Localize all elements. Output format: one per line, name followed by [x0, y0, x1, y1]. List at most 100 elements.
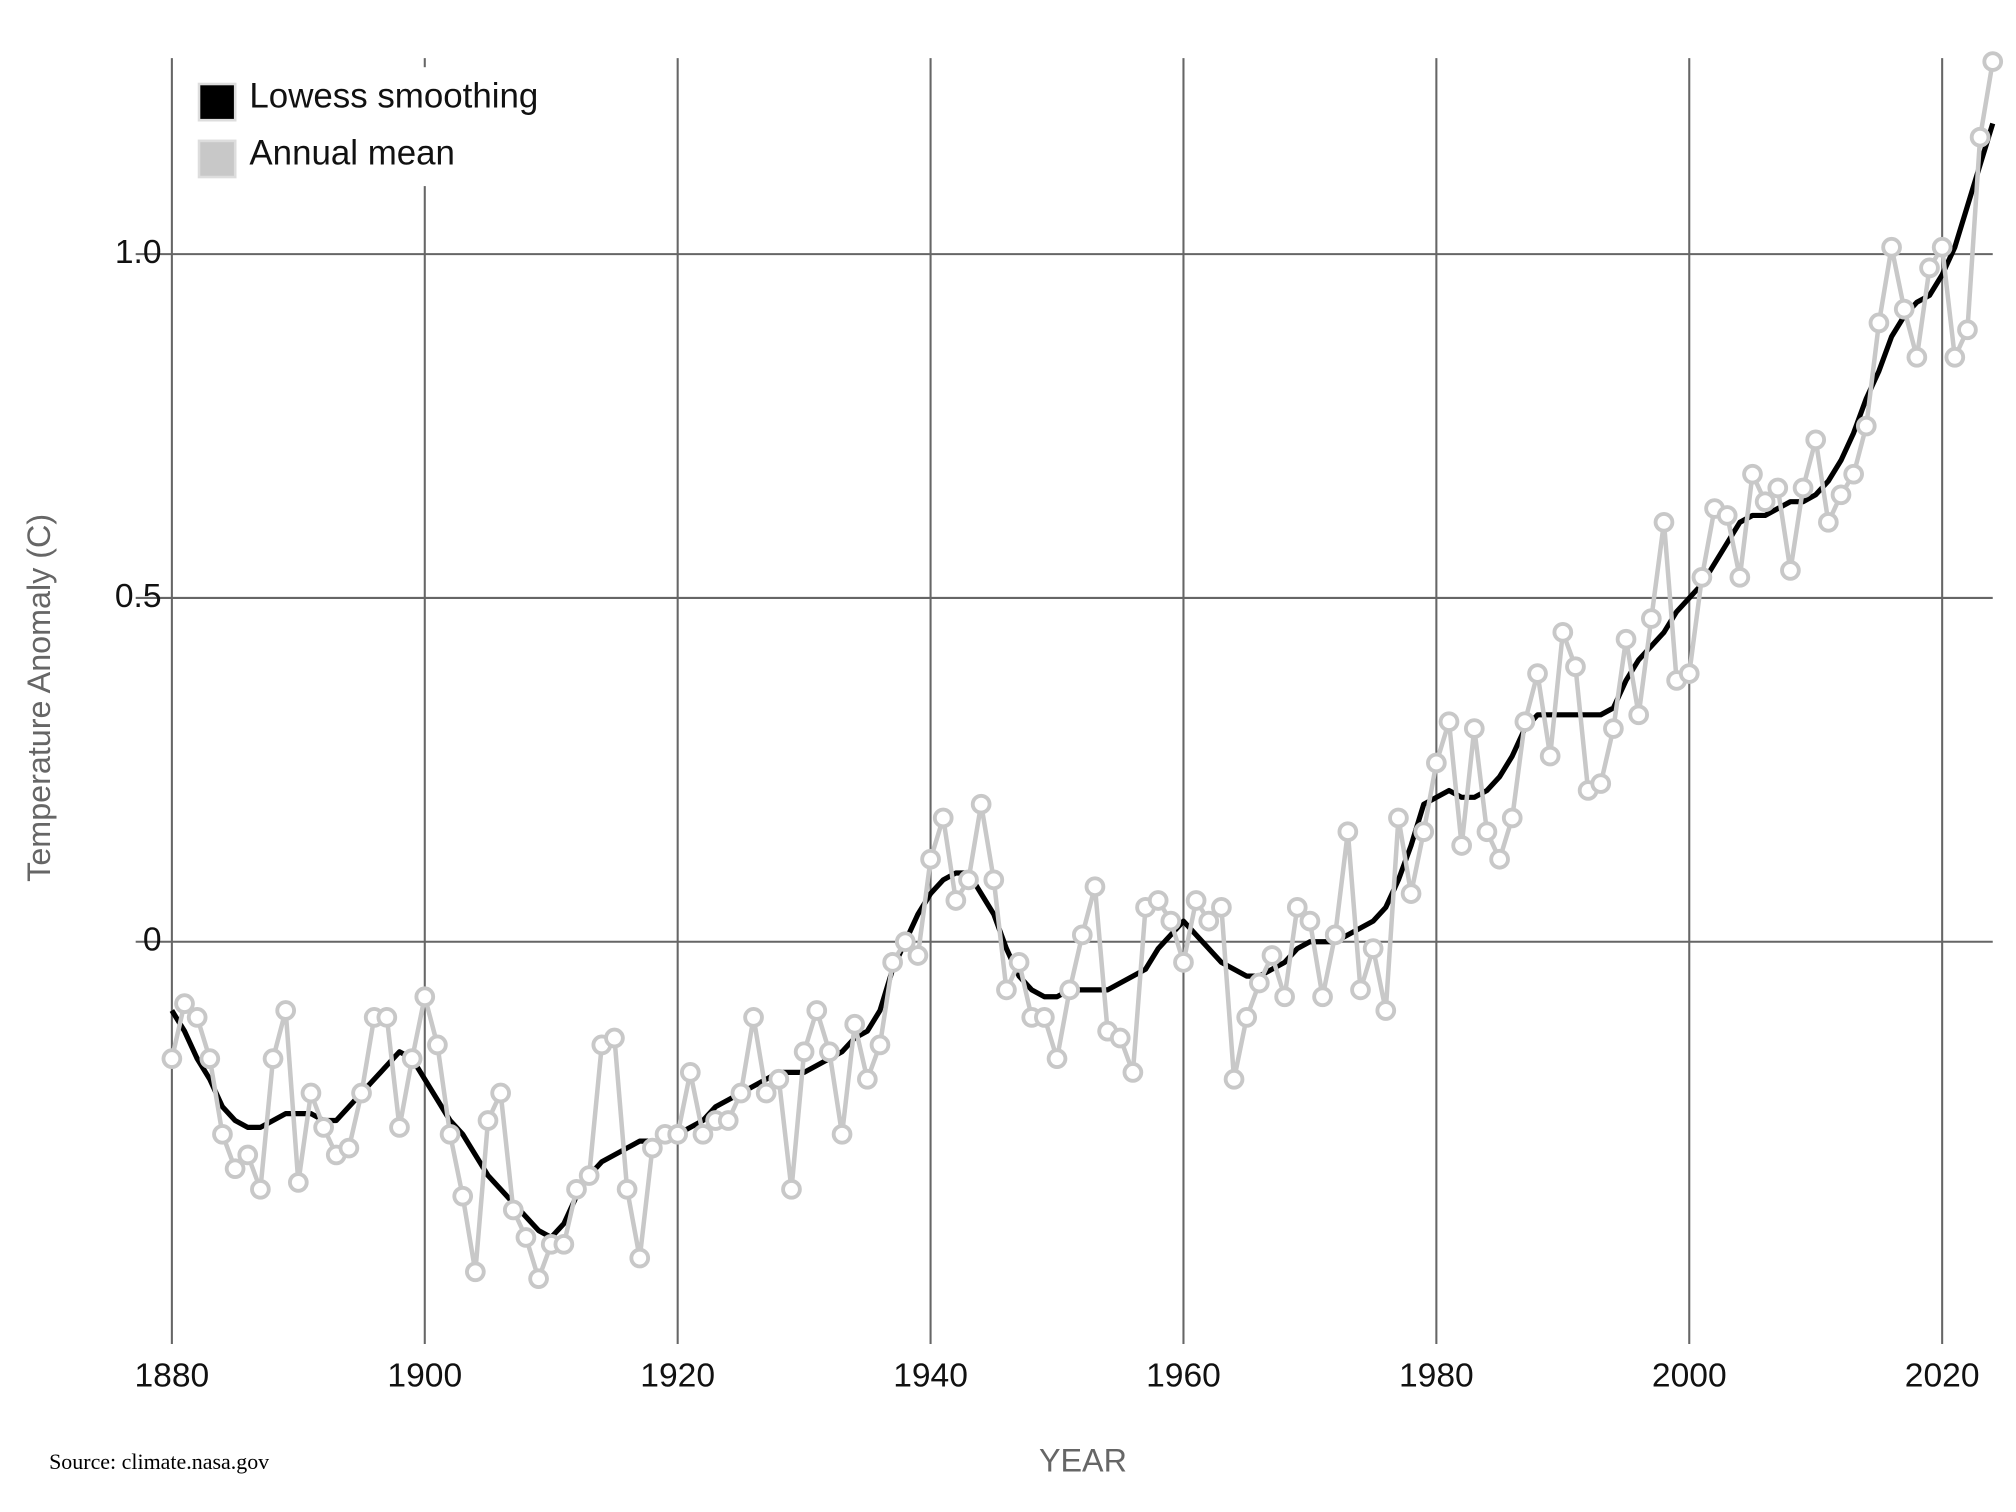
legend-swatch [197, 139, 237, 179]
data-point [1299, 910, 1321, 932]
data-point [1716, 505, 1738, 526]
data-point [1818, 511, 1839, 533]
data-point [1729, 566, 1751, 588]
data-point [1603, 718, 1624, 739]
data-point [1514, 711, 1536, 733]
data-point [389, 1117, 410, 1138]
x-tick-label: 1900 [387, 1357, 462, 1394]
data-point [642, 1137, 663, 1159]
data-point [1198, 910, 1220, 932]
data-point [1426, 752, 1447, 774]
data-point [1501, 807, 1523, 829]
data-point [553, 1233, 575, 1255]
data-point [831, 1123, 853, 1145]
data-point [1539, 745, 1561, 767]
data-point [1742, 463, 1763, 485]
data-point [1400, 883, 1422, 904]
data-point [1248, 972, 1270, 994]
y-axis-label: Temperature Anomaly (C) [21, 514, 57, 882]
data-point [1084, 876, 1106, 898]
x-tick-label: 1920 [640, 1357, 715, 1394]
data-point [920, 848, 941, 870]
data-point [781, 1178, 802, 1200]
data-point [414, 986, 436, 1008]
data-point [1375, 1000, 1397, 1021]
x-tick-label: 2000 [1652, 1357, 1727, 1394]
data-point [161, 1048, 183, 1069]
data-point [262, 1048, 284, 1069]
data-point [351, 1082, 372, 1104]
data-point [515, 1227, 537, 1248]
series-line [169, 122, 1996, 1241]
data-point [1071, 924, 1093, 946]
data-point [907, 945, 929, 966]
data-point [566, 1178, 587, 1200]
data-point [1236, 1007, 1258, 1028]
data-point [1286, 897, 1308, 918]
data-point [1185, 890, 1207, 911]
data-point [692, 1123, 714, 1145]
data-point [490, 1082, 511, 1104]
data-point [313, 1117, 334, 1138]
data-point [1109, 1027, 1131, 1049]
data-point [755, 1082, 777, 1104]
data-point [1957, 319, 1978, 341]
data-point [212, 1123, 233, 1145]
legend-label: Lowess smoothing [249, 76, 538, 115]
x-tick-label: 2020 [1905, 1357, 1980, 1394]
data-point [1211, 897, 1232, 918]
data-point [1261, 945, 1283, 966]
data-point [1830, 484, 1852, 506]
data-point [1982, 51, 2004, 72]
data-point [1463, 718, 1485, 739]
data-point [1931, 236, 1953, 258]
data-point [1350, 979, 1371, 1001]
x-tick-label: 1940 [893, 1357, 968, 1394]
data-point [427, 1034, 448, 1056]
data-point [616, 1178, 638, 1200]
data-point [768, 1068, 790, 1090]
data-point [1552, 621, 1574, 643]
data-point [199, 1048, 221, 1069]
data-point [1792, 477, 1814, 499]
data-point [844, 1013, 866, 1035]
data-point [1678, 663, 1700, 684]
data-point [1855, 415, 1877, 437]
y-tick-label: 1.0 [115, 234, 162, 271]
data-point [1312, 986, 1333, 1008]
legend-swatch [197, 82, 237, 122]
data-point [717, 1110, 739, 1131]
data-point [250, 1178, 271, 1200]
data-point [806, 1000, 828, 1021]
data-point [819, 1041, 840, 1063]
legend-label: Annual mean [249, 133, 455, 172]
data-point [743, 1007, 764, 1028]
data-point [287, 1172, 309, 1193]
source-note: Source: climate.nasa.gov [49, 1449, 269, 1474]
data-point [224, 1158, 246, 1179]
data-point [1615, 628, 1637, 650]
data-point [1362, 938, 1384, 959]
data-point [1893, 298, 1915, 320]
series-line [169, 61, 1995, 1281]
data-point [1767, 477, 1789, 499]
data-point [1843, 463, 1864, 485]
data-point [1223, 1068, 1245, 1090]
data-point [1653, 511, 1675, 533]
data-point [528, 1268, 549, 1290]
data-point [679, 1062, 701, 1083]
data-point [237, 1144, 259, 1166]
data-point [629, 1247, 651, 1269]
data-point [1388, 807, 1409, 829]
data-point [300, 1082, 322, 1104]
data-point [1451, 835, 1472, 856]
data-point [376, 1007, 398, 1028]
y-tick-label: 0.5 [115, 578, 162, 615]
data-point [1868, 312, 1890, 334]
data-point [945, 890, 967, 911]
data-point [1059, 979, 1081, 1001]
data-point [1476, 821, 1498, 843]
data-point [1337, 821, 1359, 843]
data-point [1438, 711, 1460, 733]
